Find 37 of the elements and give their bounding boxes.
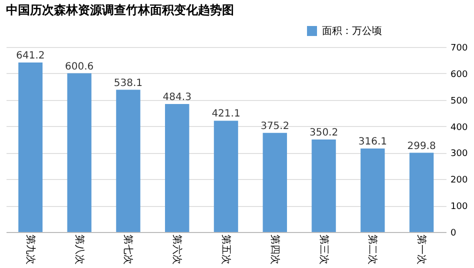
chart-title: 中国历次森林资源调查竹林面积变化趋势图	[6, 3, 234, 17]
x-tick-label: 第九次	[24, 234, 36, 264]
data-label: 538.1	[114, 78, 143, 89]
bar	[18, 62, 43, 232]
data-label: 600.6	[65, 61, 94, 72]
x-tick-label: 第三次	[318, 234, 330, 264]
bar	[67, 73, 92, 232]
x-tick-label: 第二次	[366, 234, 379, 264]
bar	[360, 148, 385, 232]
y-tick-label: 500	[450, 96, 468, 106]
bar	[116, 90, 140, 232]
data-label: 299.8	[407, 140, 436, 152]
legend-label: 面积：万公顷	[322, 25, 382, 37]
bar	[165, 104, 190, 232]
x-tick-label: 第一次	[416, 234, 428, 264]
x-tick-label: 第四次	[268, 234, 281, 264]
data-label: 421.1	[212, 108, 240, 120]
x-tick-label: 第八次	[73, 234, 86, 264]
data-label: 350.2	[309, 127, 338, 138]
data-label: 316.1	[358, 136, 387, 148]
data-label: 375.2	[260, 120, 290, 132]
bar	[262, 132, 287, 232]
data-label: 641.2	[16, 50, 45, 62]
x-tick-label: 第五次	[220, 234, 232, 264]
bar	[312, 139, 336, 232]
y-tick-label: 200	[450, 176, 468, 186]
y-tick-label: 400	[450, 122, 468, 133]
y-tick-label: 300	[450, 149, 468, 160]
x-tick-label: 第六次	[171, 234, 184, 264]
y-tick-label: 100	[450, 202, 468, 212]
data-label: 484.3	[162, 92, 192, 104]
x-tick-label: 第七次	[122, 234, 134, 264]
y-tick-label: 600	[450, 70, 468, 80]
y-tick-label: 0	[450, 228, 456, 238]
bar	[409, 152, 434, 232]
bar	[214, 120, 238, 232]
y-tick-label: 700	[450, 44, 468, 54]
